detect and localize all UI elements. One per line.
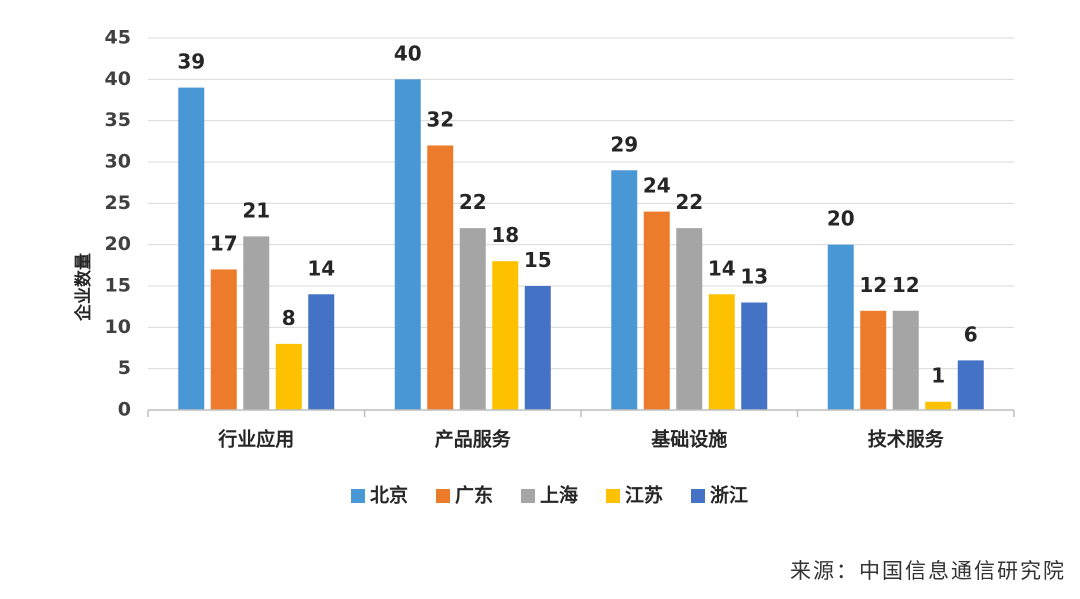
legend-label: 上海 — [540, 484, 578, 507]
data-label: 1 — [931, 364, 945, 388]
data-label: 13 — [740, 265, 768, 289]
legend-label: 北京 — [370, 484, 408, 507]
data-label: 22 — [459, 190, 487, 214]
bar-江苏-行业应用 — [275, 343, 302, 410]
y-tick-label: 45 — [105, 27, 131, 49]
x-category-label: 技术服务 — [868, 428, 945, 451]
data-label: 15 — [524, 248, 552, 272]
y-tick-label: 30 — [105, 151, 131, 173]
bar-江苏-技术服务 — [925, 401, 952, 410]
y-tick-label: 40 — [105, 68, 131, 90]
legend-swatch-江苏 — [606, 489, 620, 503]
y-tick-label: 5 — [118, 357, 131, 379]
legend-label: 浙江 — [710, 484, 748, 507]
legend-swatch-浙江 — [691, 489, 705, 503]
x-category-label: 基础设施 — [650, 428, 727, 451]
x-category-label: 行业应用 — [217, 428, 294, 451]
bar-广东-技术服务 — [860, 310, 887, 410]
legend-label: 广东 — [455, 484, 493, 507]
y-tick-label: 10 — [105, 316, 131, 338]
data-label: 12 — [859, 273, 887, 297]
y-tick-label: 35 — [105, 109, 131, 131]
data-label: 20 — [827, 207, 855, 231]
y-tick-label: 25 — [105, 192, 131, 214]
bar-江苏-产品服务 — [492, 261, 519, 410]
bar-浙江-产品服务 — [524, 286, 551, 410]
data-label: 32 — [426, 107, 454, 131]
data-label: 12 — [892, 273, 920, 297]
bar-北京-基础设施 — [611, 170, 638, 410]
data-label: 8 — [282, 306, 296, 330]
bar-上海-技术服务 — [892, 310, 919, 410]
data-label: 14 — [708, 256, 736, 280]
data-label: 21 — [242, 198, 270, 222]
legend-label: 江苏 — [625, 484, 663, 507]
source-note: 来源：中国信息通信研究院 — [790, 559, 1066, 583]
data-label: 40 — [394, 41, 422, 65]
data-label: 17 — [210, 231, 238, 255]
data-label: 6 — [964, 322, 978, 346]
legend-swatch-广东 — [436, 489, 450, 503]
bar-北京-产品服务 — [394, 79, 421, 410]
y-axis-ticks: 0 5 10 15 20 25 30 35 40 45 — [105, 27, 131, 421]
legend: 北京 广东 上海 江苏 浙江 — [351, 484, 748, 507]
legend-swatch-北京 — [351, 489, 365, 503]
bar-浙江-技术服务 — [957, 360, 984, 410]
data-label: 14 — [307, 256, 335, 280]
bar-上海-行业应用 — [243, 236, 270, 410]
bar-北京-行业应用 — [178, 87, 205, 410]
bar-上海-产品服务 — [459, 228, 486, 410]
legend-swatch-上海 — [521, 489, 535, 503]
y-axis-label: 企业数量 — [73, 253, 94, 322]
y-tick-label: 15 — [105, 275, 131, 297]
gridlines — [148, 37, 1014, 370]
bars — [178, 79, 984, 410]
data-label: 18 — [491, 223, 519, 247]
x-category-label: 产品服务 — [435, 428, 512, 451]
bar-江苏-基础设施 — [708, 294, 735, 410]
bar-广东-基础设施 — [643, 211, 670, 410]
bar-上海-基础设施 — [676, 228, 703, 410]
data-label: 39 — [177, 50, 205, 74]
data-label: 22 — [675, 190, 703, 214]
bar-广东-行业应用 — [210, 269, 237, 410]
data-label: 29 — [610, 132, 638, 156]
y-tick-label: 0 — [118, 399, 131, 421]
x-axis-categories: 行业应用 产品服务 基础设施 技术服务 — [147, 410, 1015, 451]
y-tick-label: 20 — [105, 233, 131, 255]
bar-浙江-基础设施 — [741, 302, 768, 410]
data-label: 24 — [643, 174, 671, 198]
bar-北京-技术服务 — [827, 244, 854, 410]
bar-广东-产品服务 — [427, 145, 454, 410]
bar-浙江-行业应用 — [308, 294, 335, 410]
